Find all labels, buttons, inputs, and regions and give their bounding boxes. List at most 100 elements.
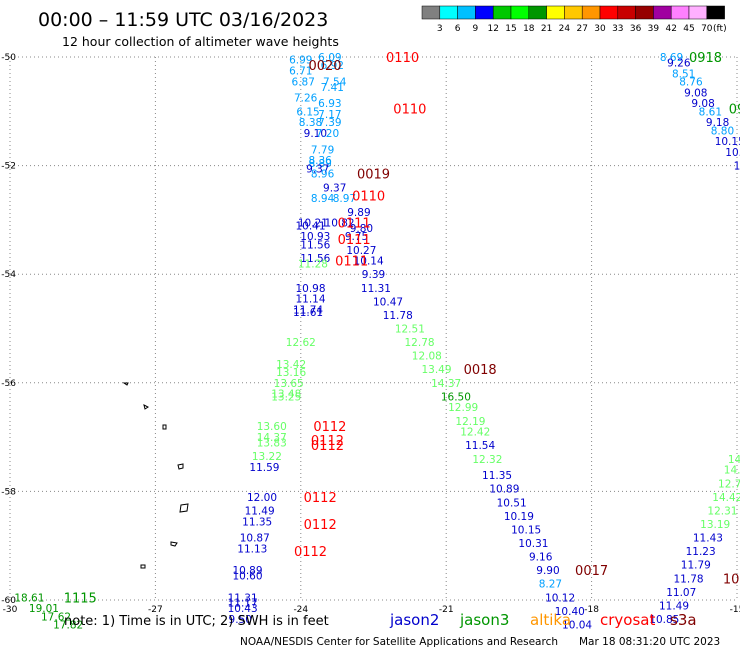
wave-height-label: 12.00 xyxy=(247,492,277,504)
scale-tick-label: 39 xyxy=(648,24,660,34)
x-tick-label: -21 xyxy=(439,605,454,615)
wave-height-label: 10.82 xyxy=(325,218,355,230)
wave-height-label: 9.80 xyxy=(350,223,373,235)
y-tick-label: -58 xyxy=(1,487,16,497)
pass-time-label: 1115 xyxy=(64,591,97,606)
pass-time-label: 0918 xyxy=(689,51,722,66)
island-shapes xyxy=(122,382,189,569)
scale-unit-label: (ft) xyxy=(713,24,727,34)
wave-height-label: 17.62 xyxy=(41,611,71,623)
wave-height-label: 9.37 xyxy=(306,163,329,175)
wave-height-label: 11.35 xyxy=(242,516,272,528)
y-tick-label: -60 xyxy=(1,596,16,606)
scale-tick-label: 33 xyxy=(612,24,623,34)
wave-height-label: 14.37 xyxy=(431,378,461,390)
wave-height-label: 10.12 xyxy=(545,592,575,604)
wave-height-label: 11.56 xyxy=(300,239,330,251)
wave-height-label: 11.61 xyxy=(293,307,323,319)
wave-height-label: 9.90 xyxy=(536,565,559,577)
wave-height-label: 10.41 xyxy=(295,220,325,232)
scale-tick-label: 12 xyxy=(487,24,498,34)
wave-height-label: 12.78 xyxy=(405,337,435,349)
wave-height-label: 11.78 xyxy=(383,310,413,322)
scale-tick-label: 3 xyxy=(437,24,443,34)
wave-height-label: 10.1 xyxy=(725,147,740,159)
scale-swatch xyxy=(528,5,547,20)
wave-height-label: 10.14 xyxy=(354,256,384,268)
scale-swatch xyxy=(635,5,654,20)
scale-swatch xyxy=(475,5,494,20)
wave-height-label: 10.60 xyxy=(232,571,262,583)
wave-height-label: 1 xyxy=(734,161,740,173)
wave-height-label: 13.16 xyxy=(276,367,306,379)
wave-height-label: 13.48 xyxy=(271,389,301,401)
wave-height-label: 7.20 xyxy=(316,128,339,140)
footer-note: note: 1) Time is in UTC; 2) SWH is in fe… xyxy=(64,614,329,629)
scale-swatch xyxy=(564,5,583,20)
scale-swatch xyxy=(581,5,601,20)
wave-height-label: 8.38 xyxy=(299,117,322,129)
y-tick-label: -54 xyxy=(1,270,16,280)
wave-height-label: 11.28 xyxy=(298,258,328,270)
pass-time-label: 0110 xyxy=(386,51,419,66)
chart-subtitle: 12 hour collection of altimeter wave hei… xyxy=(62,34,339,49)
pass-time-label: 0112 xyxy=(313,420,346,435)
wave-height-label: 12.42 xyxy=(460,427,490,439)
satellite-legend: jason2 jason3 altika cryosat s3a xyxy=(389,611,697,629)
wave-height-label: 11.79 xyxy=(681,560,711,572)
wave-height-label: 6.71 xyxy=(289,66,312,78)
scale-swatch xyxy=(439,5,458,20)
wave-height-label: 13.25 xyxy=(271,391,301,403)
pass-time-label: 0019 xyxy=(357,168,390,183)
wave-height-label: 11.23 xyxy=(686,546,716,558)
wave-height-label: 11.07 xyxy=(666,587,696,599)
wave-height-label: 10.31 xyxy=(518,538,548,550)
pass-time-label: 0110 xyxy=(352,189,385,204)
wave-height-label: 11.49 xyxy=(245,505,275,517)
wave-height-label: 9.75 xyxy=(345,231,368,243)
color-scale-legend: 3 6 9 12 15 18 21 24 27 30 33 36 39 42 45 70 (ft) xyxy=(421,5,727,34)
wave-height-label: 12.51 xyxy=(395,324,425,336)
scale-tick-label: 36 xyxy=(630,24,642,34)
wave-height-label: 10.89 xyxy=(232,565,262,577)
wave-height-label: 8.80 xyxy=(711,125,734,137)
wave-height-label: 12.7 xyxy=(718,478,740,490)
wave-height-label: 8.61 xyxy=(699,106,722,118)
wave-height-label: 7.41 xyxy=(321,82,344,94)
satellite-legend-s3a: s3a xyxy=(670,611,697,629)
scale-swatch xyxy=(599,5,619,20)
wave-height-label: 11.31 xyxy=(361,283,391,295)
x-tick-label: -27 xyxy=(148,605,163,615)
wave-height-label: 11.17 xyxy=(228,598,258,610)
wave-height-label: 9.26 xyxy=(667,57,691,69)
pass-time-label: 0110 xyxy=(393,103,426,118)
pass-time-label: 0111 xyxy=(338,217,371,232)
wave-height-label: 11.59 xyxy=(249,462,279,474)
pass-time-label: 0018 xyxy=(464,363,497,378)
wave-height-label: 10.47 xyxy=(373,296,403,308)
wave-height-label: 9.50 xyxy=(229,614,252,626)
axis-tick-labels: -30 -27 -24 -21 -18 -15 -50 -52 -54 -56 -58 -60 xyxy=(1,53,740,615)
satellite-legend-jason2: jason2 xyxy=(389,611,439,629)
wave-height-label: 8.97 xyxy=(333,193,356,205)
wave-height-label: 13.83 xyxy=(257,438,287,450)
wave-height-label: 9.08 xyxy=(691,98,714,110)
wave-height-label: 9.18 xyxy=(706,117,729,129)
wave-height-label: 6.87 xyxy=(292,76,315,88)
wave-height-label: 8.51 xyxy=(672,68,695,80)
x-tick-label: -24 xyxy=(293,605,308,615)
wave-height-label: 10.93 xyxy=(300,231,330,243)
scale-swatch xyxy=(617,5,636,20)
wave-height-label: 7.39 xyxy=(318,117,341,129)
wave-height-label: 9.10 xyxy=(304,128,327,140)
wave-height-label: 18.61 xyxy=(14,592,44,604)
wave-height-label: 9.89 xyxy=(347,207,370,219)
wave-height-label: 12.19 xyxy=(455,416,485,428)
wave-height-label: 7.17 xyxy=(318,109,341,121)
satellite-legend-cryosat: cryosat xyxy=(600,611,655,629)
pass-time-label: 1007 xyxy=(723,572,740,587)
wave-height-label: 14 xyxy=(728,454,740,466)
wave-height-label: 9.08 xyxy=(684,87,707,99)
wave-height-label: 11.13 xyxy=(237,543,267,555)
